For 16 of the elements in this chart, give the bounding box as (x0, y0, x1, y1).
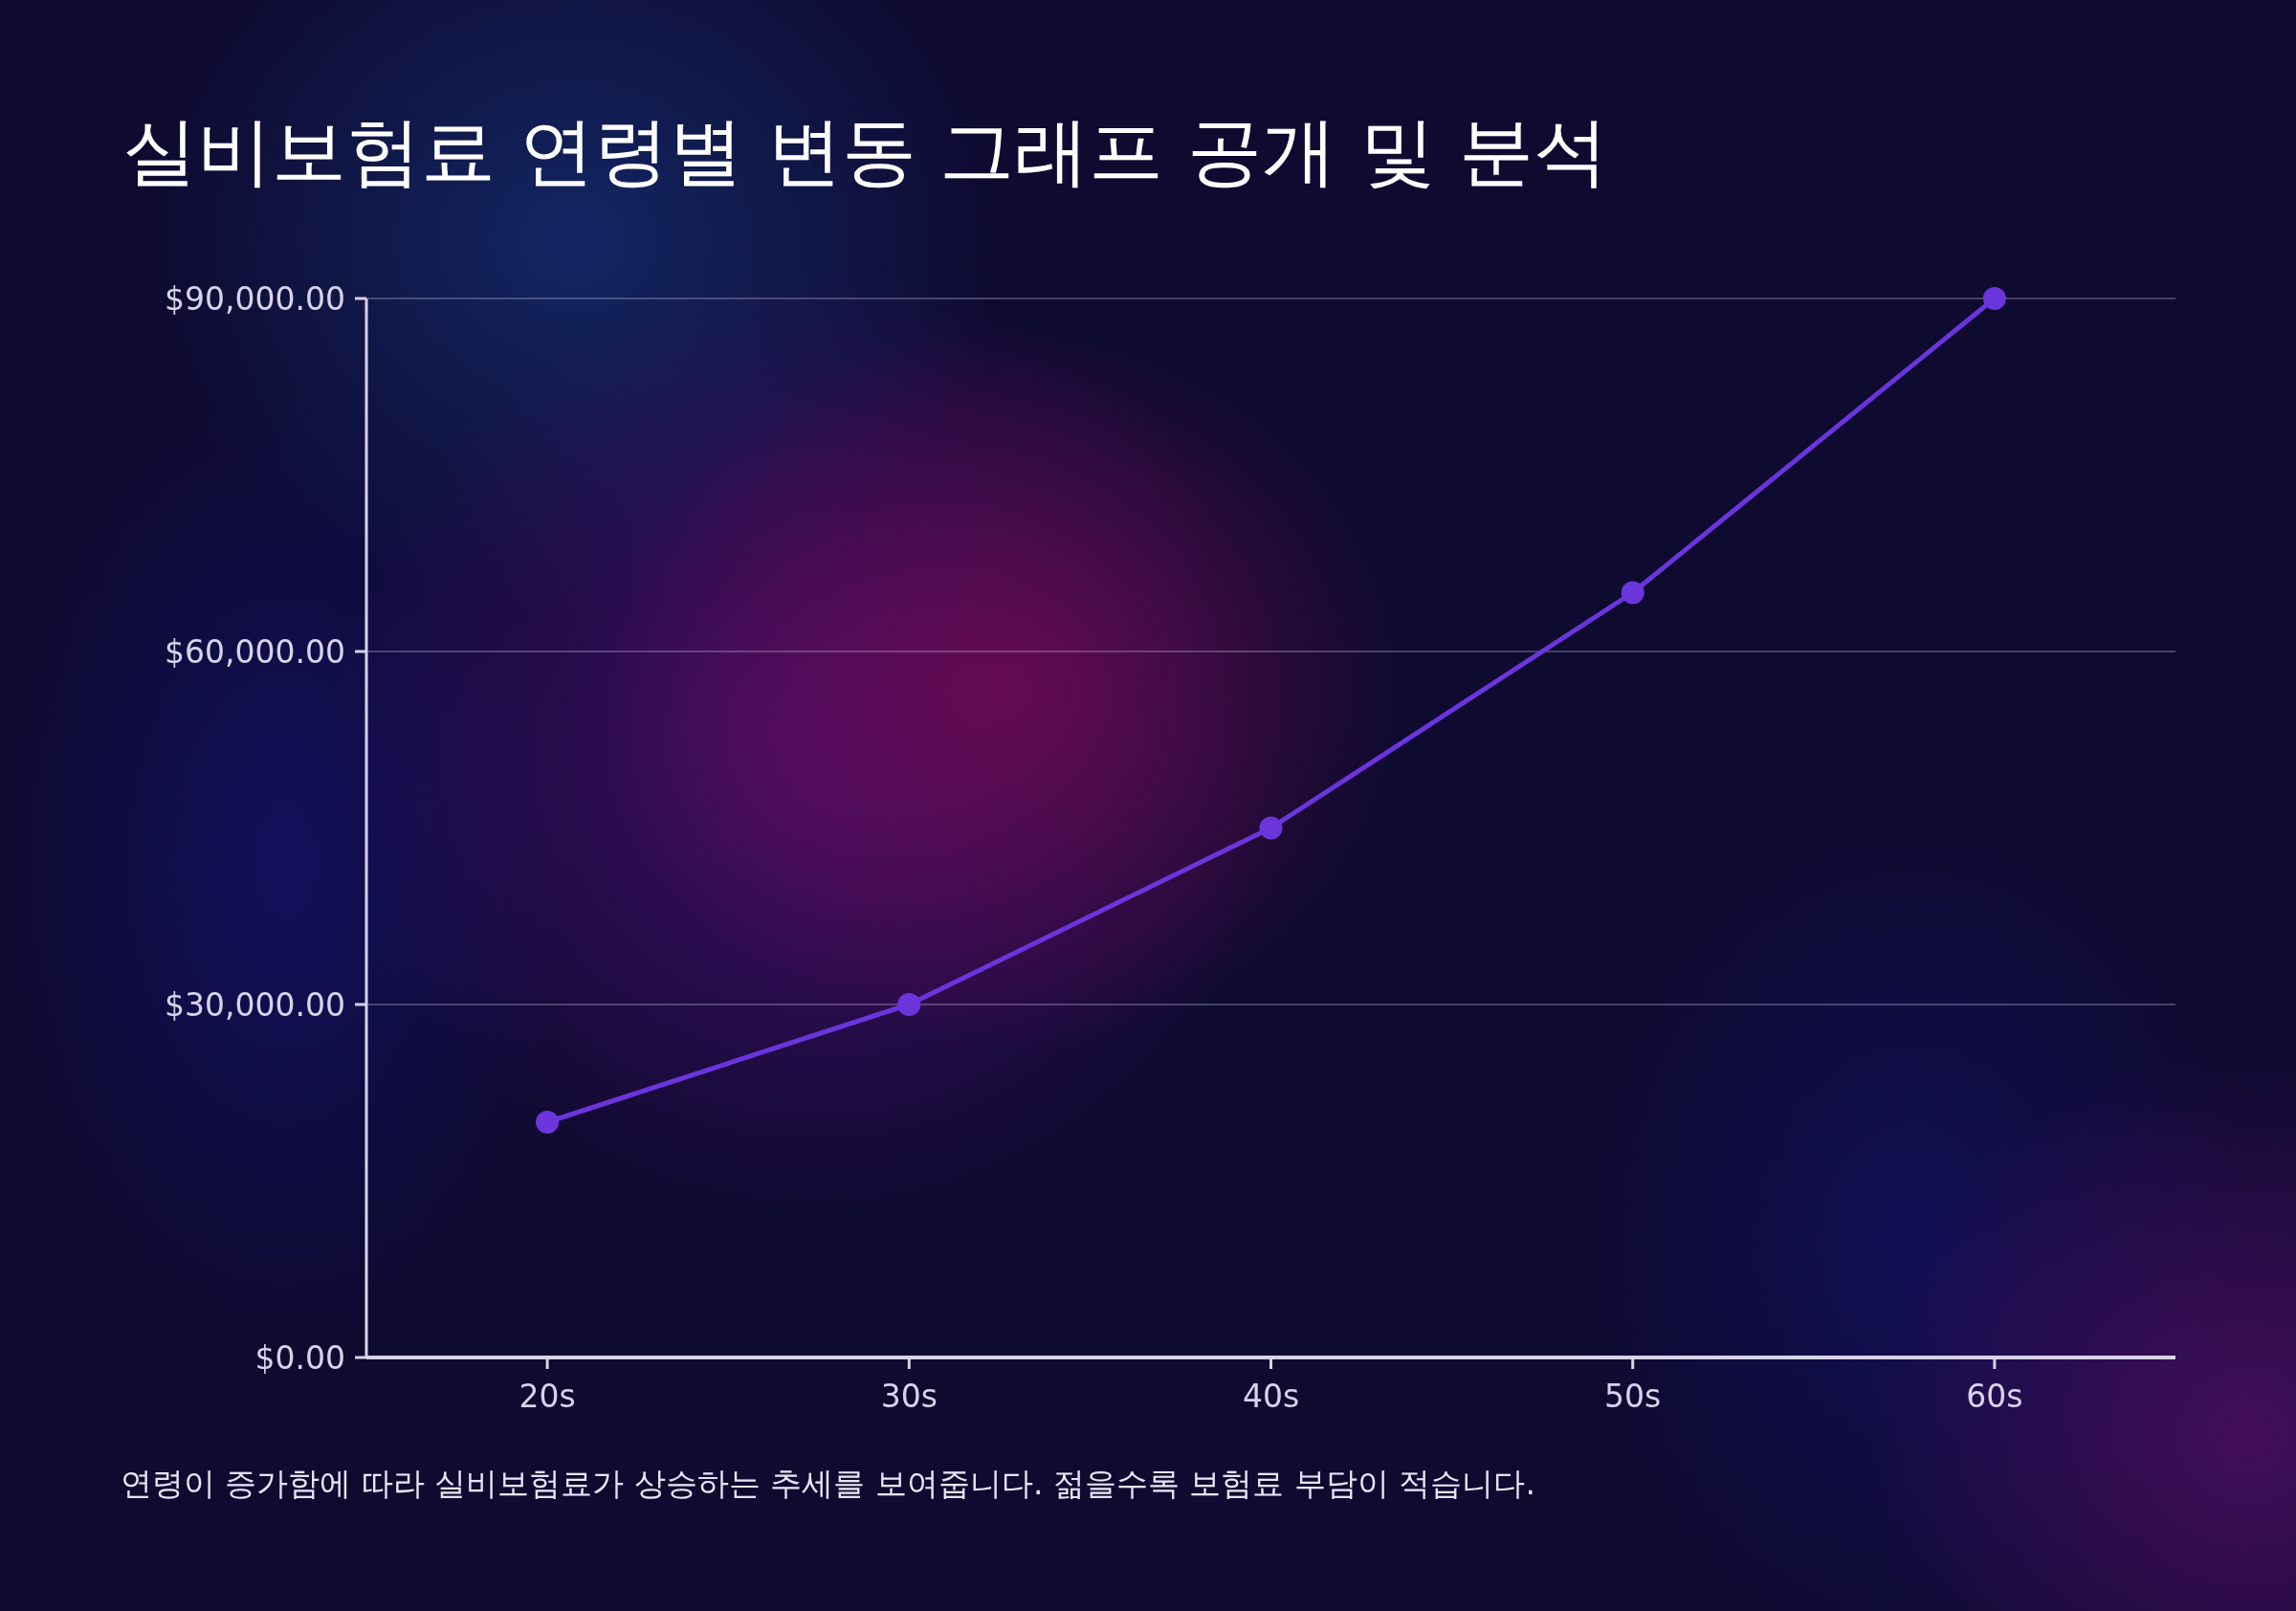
point (1621, 581, 1645, 605)
x-tick-label: 50s (1604, 1378, 1662, 1415)
y-tick-label: $30,000.00 (165, 986, 345, 1024)
y-tick-label: $60,000.00 (165, 633, 345, 671)
y-tick-label: $0.00 (254, 1339, 345, 1377)
y-tick-label: $90,000.00 (165, 280, 345, 318)
point (1259, 816, 1283, 840)
x-tick-label: 20s (519, 1378, 576, 1415)
title: 실비보험료 연령별 변동 그래프 공개 및 분석 (122, 108, 1608, 194)
x-tick-label: 30s (880, 1378, 938, 1415)
point (1982, 287, 2006, 310)
x-tick-label: 40s (1242, 1378, 1300, 1415)
annotation: 연령이 증가함에 따라 실비보험료가 상승하는 추세를 보여줍니다. 젊을수록 보험료 부담이 적습니다. (121, 1465, 1535, 1502)
point (536, 1111, 560, 1134)
x-tick-label: 60s (1966, 1378, 2023, 1415)
point (897, 993, 921, 1016)
